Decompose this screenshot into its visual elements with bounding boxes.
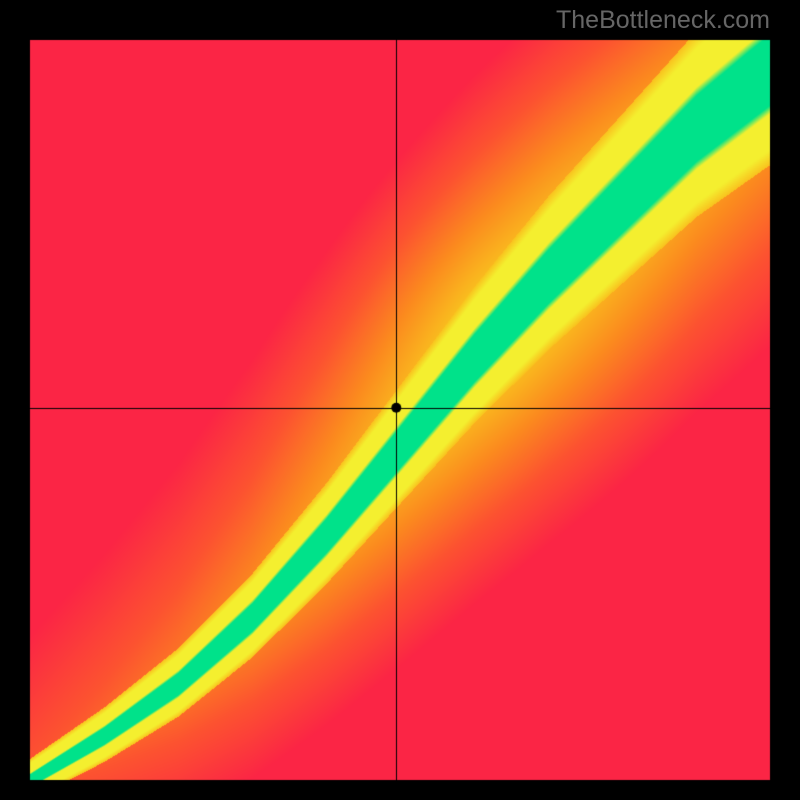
bottleneck-heatmap xyxy=(0,0,800,800)
chart-container: TheBottleneck.com xyxy=(0,0,800,800)
watermark-text: TheBottleneck.com xyxy=(556,6,770,35)
